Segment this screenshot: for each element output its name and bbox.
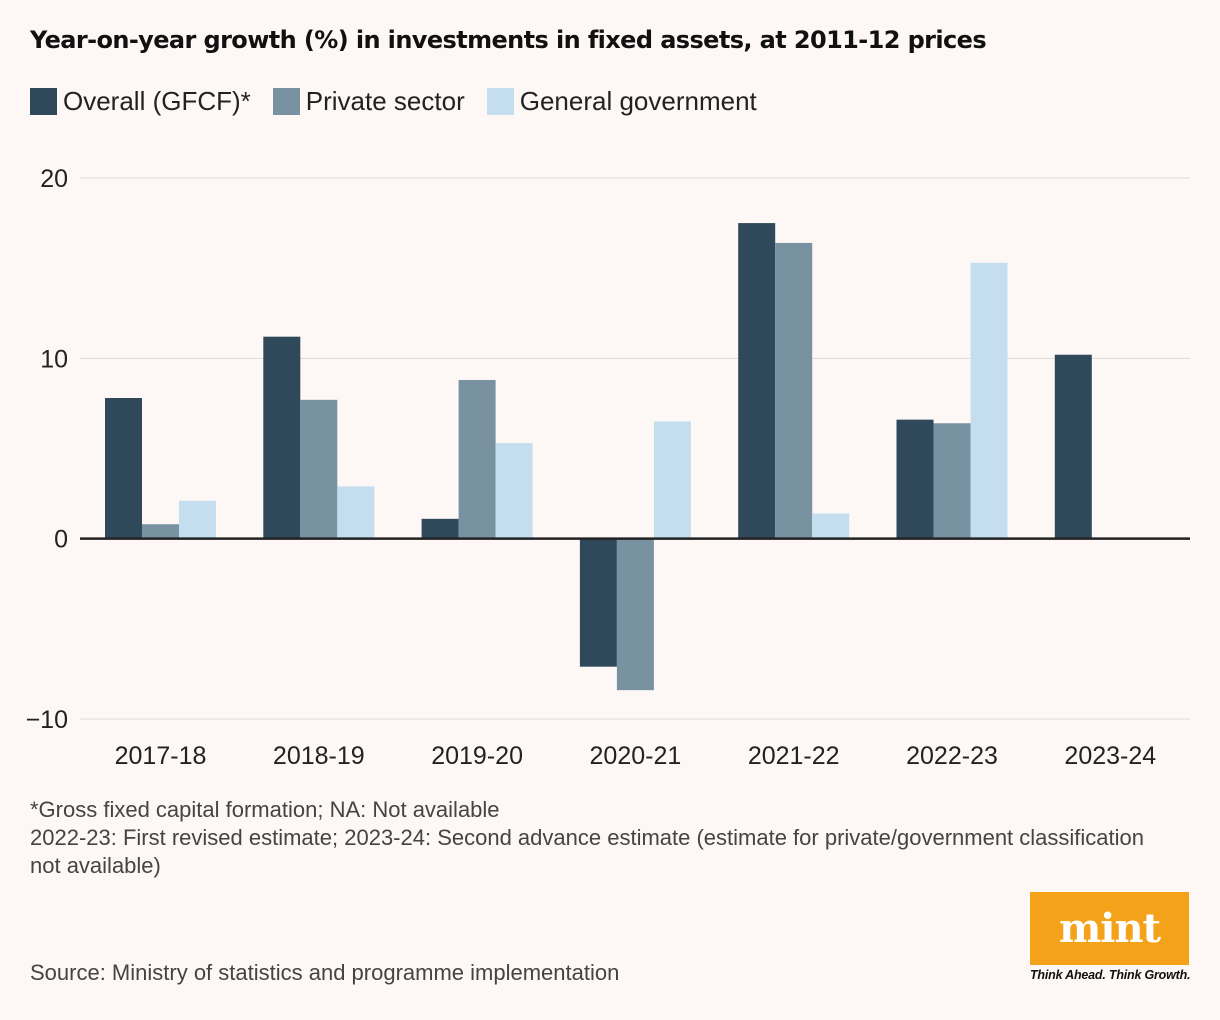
legend-label-private: Private sector	[305, 86, 465, 116]
bar-overall	[421, 518, 459, 539]
y-tick-label: 10	[40, 345, 68, 373]
mint-tagline: Think Ahead. Think Growth.	[1030, 968, 1191, 982]
y-tick-label: 0	[54, 526, 68, 554]
bar-overall	[896, 419, 934, 539]
x-tick-label: 2022-23	[906, 742, 998, 770]
chart-title: Year-on-year growth (%) in investments i…	[30, 26, 987, 54]
bar-government	[653, 421, 691, 539]
x-tick-label: 2020-21	[590, 742, 682, 770]
legend-item-private: Private sector	[272, 86, 465, 117]
bar-private	[775, 242, 813, 539]
legend-label-overall: Overall (GFCF)*	[63, 86, 251, 116]
bar-overall	[263, 336, 301, 539]
legend-swatch-private	[272, 88, 300, 115]
footnote-gfcf: *Gross fixed capital formation; NA: Not …	[30, 797, 500, 822]
mint-logo: mint	[1030, 892, 1189, 965]
bar-overall	[738, 223, 776, 539]
x-tick-label: 2017-18	[115, 742, 207, 770]
x-tick-label: 2018-19	[273, 742, 365, 770]
x-tick-label: 2019-20	[431, 742, 523, 770]
mint-logo-word: mint	[1058, 905, 1161, 952]
legend-item-government: General government	[486, 86, 757, 117]
y-tick-label: 20	[40, 165, 68, 193]
legend-swatch-government	[486, 88, 514, 115]
source-note: Source: Ministry of statistics and progr…	[30, 960, 620, 985]
bar-private	[616, 538, 654, 691]
x-tick-label: 2023-24	[1064, 742, 1156, 770]
bar-private	[933, 423, 971, 539]
legend-swatch-overall	[30, 88, 57, 115]
legend: Overall (GFCF)* Private sector General g…	[30, 86, 779, 117]
bar-chart: 20 10 0 −10 2017-18 2018-19 2019-20 2020-21 2021…	[26, 165, 1190, 770]
bar-government	[495, 443, 533, 539]
bar-government	[337, 486, 375, 539]
bar-government	[812, 513, 850, 539]
bar-government	[970, 262, 1008, 539]
footnote-estimates: 2022-23: First revised estimate; 2023-24…	[30, 825, 1144, 878]
bar-overall	[105, 398, 142, 539]
bar-private	[458, 379, 496, 539]
legend-item-overall: Overall (GFCF)*	[30, 86, 251, 117]
bar-overall	[1054, 354, 1092, 539]
bar-overall	[579, 538, 617, 667]
footnotes: *Gross fixed capital formation; NA: Not …	[30, 796, 1180, 880]
bar-government	[179, 500, 216, 539]
x-tick-label: 2021-22	[748, 742, 840, 770]
bar-private	[142, 524, 179, 539]
bar-private	[300, 399, 338, 539]
y-tick-label: −10	[26, 706, 68, 734]
legend-label-government: General government	[519, 86, 757, 116]
